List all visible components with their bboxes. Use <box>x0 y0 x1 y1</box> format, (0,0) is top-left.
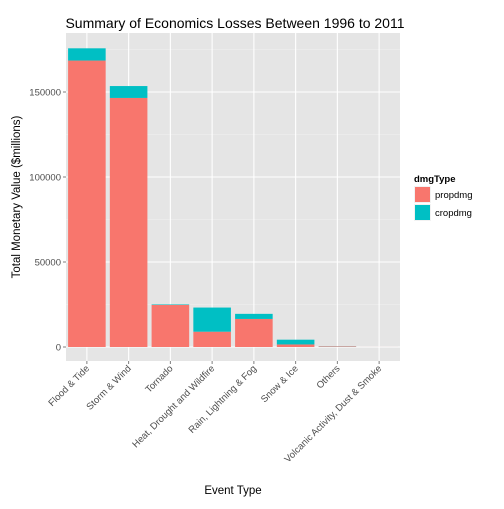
x-axis-title: Event Type <box>204 485 261 497</box>
bar-propdmg <box>68 61 106 347</box>
y-axis-title: Total Monetary Value ($millions) <box>11 115 23 278</box>
bar-propdmg <box>152 305 190 347</box>
bar-propdmg <box>319 346 357 347</box>
bar-propdmg <box>277 344 315 347</box>
legend-label-cropdmg: cropdmg <box>435 208 472 219</box>
y-tick-label: 100000 <box>29 173 61 184</box>
legend-label-propdmg: propdmg <box>435 190 473 201</box>
bar-cropdmg <box>68 48 106 60</box>
y-tick-label: 150000 <box>29 88 61 99</box>
y-axis-ticks: 0 50000 100000 150000 <box>29 88 66 354</box>
legend: dmgType propdmg cropdmg <box>414 174 473 221</box>
bar-propdmg <box>235 319 273 347</box>
bar-cropdmg <box>193 308 231 332</box>
y-tick-label: 0 <box>56 343 61 354</box>
x-tick-label: Tornado <box>143 363 175 395</box>
x-tick-label: Snow & Ice <box>259 363 301 405</box>
legend-key-cropdmg <box>415 205 430 220</box>
bar-propdmg <box>110 98 148 347</box>
x-tick-label: Heat, Drought and Wildfire <box>130 363 217 450</box>
x-tick-label: Flood & Tide <box>46 363 91 408</box>
y-tick-label: 50000 <box>35 258 61 269</box>
bar-cropdmg <box>277 340 315 345</box>
bar-propdmg <box>193 332 231 347</box>
x-tick-label: Storm & Wind <box>85 363 134 412</box>
bar-cropdmg <box>235 314 273 319</box>
x-tick-label: Others <box>315 363 343 391</box>
legend-key-propdmg <box>415 187 430 202</box>
bar-cropdmg <box>110 86 148 98</box>
chart-title: Summary of Economics Losses Between 1996… <box>65 15 404 31</box>
bar-cropdmg <box>152 304 190 305</box>
legend-title: dmgType <box>414 174 456 185</box>
